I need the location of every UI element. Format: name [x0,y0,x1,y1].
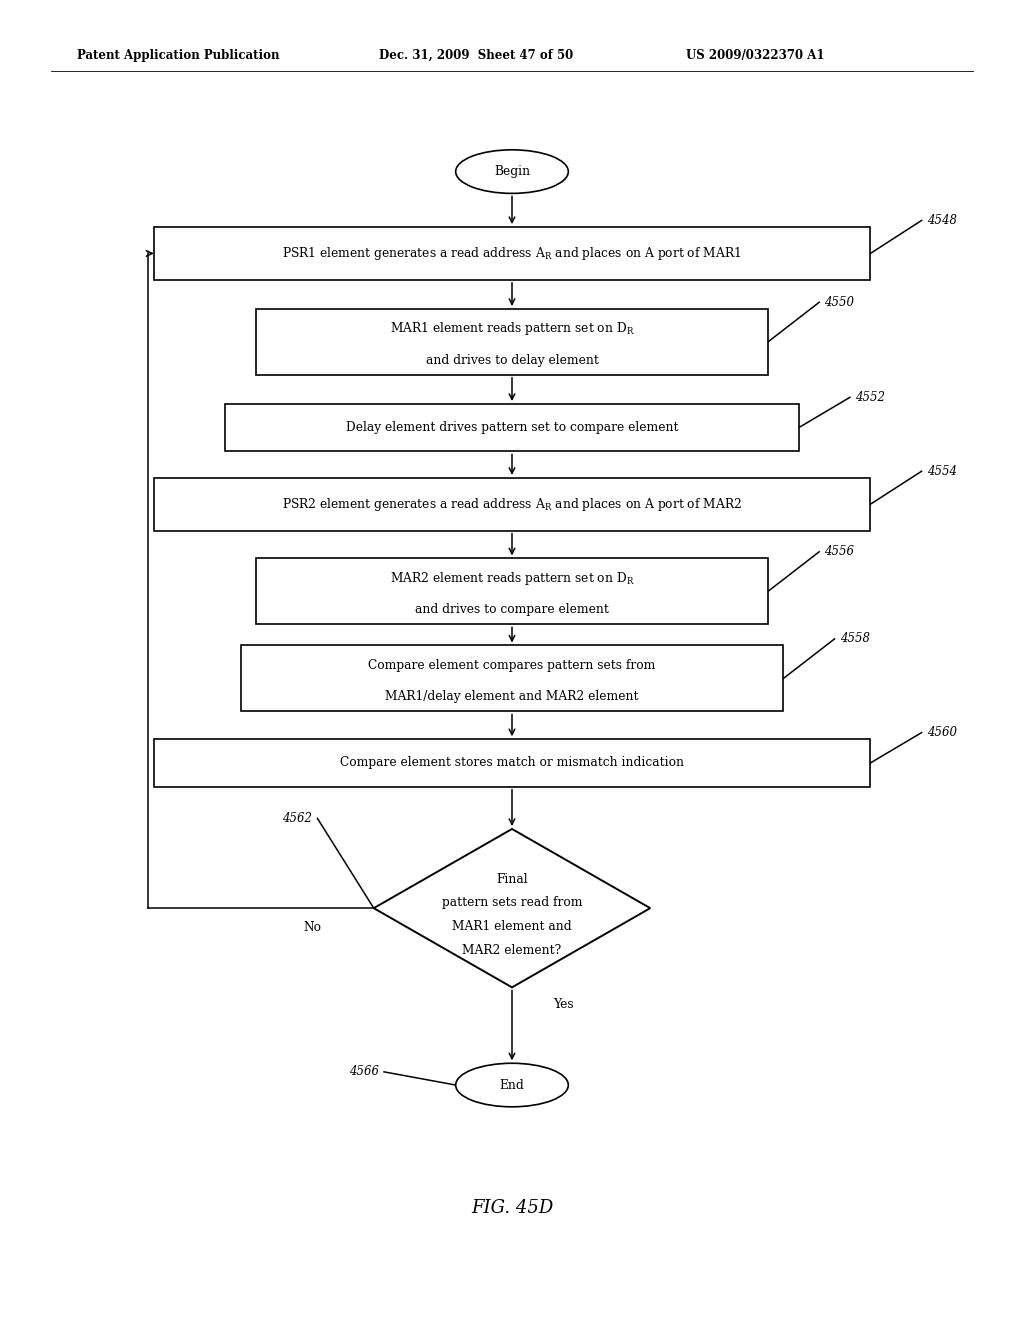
Bar [241,645,783,711]
Text: MAR2 element?: MAR2 element? [463,944,561,957]
Text: 4562: 4562 [283,812,312,825]
Text: Yes: Yes [553,998,573,1011]
Bar [256,558,768,624]
Text: Compare element compares pattern sets from: Compare element compares pattern sets fr… [369,659,655,672]
Text: Final: Final [497,873,527,886]
Bar [154,739,870,787]
Text: Delay element drives pattern set to compare element: Delay element drives pattern set to comp… [346,421,678,434]
Ellipse shape [456,1064,568,1106]
Text: Dec. 31, 2009  Sheet 47 of 50: Dec. 31, 2009 Sheet 47 of 50 [379,49,573,62]
Text: 4550: 4550 [824,296,854,309]
Bar [256,309,768,375]
Text: and drives to delay element: and drives to delay element [426,354,598,367]
Text: 4558: 4558 [840,632,869,645]
Bar [225,404,799,451]
Text: MAR1 element and: MAR1 element and [453,920,571,933]
Text: 4554: 4554 [927,465,956,478]
Text: End: End [500,1078,524,1092]
Text: Compare element stores match or mismatch indication: Compare element stores match or mismatch… [340,756,684,770]
Text: Begin: Begin [494,165,530,178]
Text: US 2009/0322370 A1: US 2009/0322370 A1 [686,49,824,62]
Bar [154,478,870,531]
Text: No: No [303,921,322,935]
Ellipse shape [456,149,568,194]
Text: MAR1/delay element and MAR2 element: MAR1/delay element and MAR2 element [385,690,639,704]
Text: MAR1 element reads pattern set on D$_\mathregular{R}$: MAR1 element reads pattern set on D$_\ma… [390,321,634,337]
Text: pattern sets read from: pattern sets read from [441,896,583,909]
Text: 4560: 4560 [927,726,956,739]
Text: and drives to compare element: and drives to compare element [415,603,609,616]
Text: 4556: 4556 [824,545,854,558]
Bar [154,227,870,280]
Text: MAR2 element reads pattern set on D$_\mathregular{R}$: MAR2 element reads pattern set on D$_\ma… [390,570,634,586]
Text: FIG. 45D: FIG. 45D [471,1199,553,1217]
Text: PSR2 element generates a read address A$_\mathregular{R}$ and places on A port o: PSR2 element generates a read address A$… [282,496,742,512]
Polygon shape [374,829,650,987]
Text: PSR1 element generates a read address A$_\mathregular{R}$ and places on A port o: PSR1 element generates a read address A$… [283,246,741,261]
Text: Patent Application Publication: Patent Application Publication [77,49,280,62]
Text: 4566: 4566 [349,1065,379,1078]
Text: 4548: 4548 [927,214,956,227]
Text: 4552: 4552 [855,391,885,404]
